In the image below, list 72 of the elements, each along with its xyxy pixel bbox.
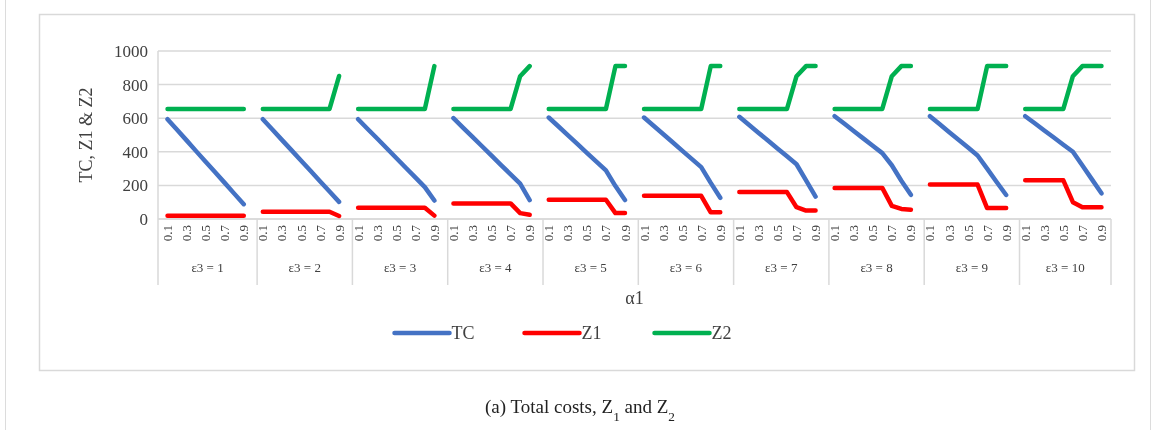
text: (a) Total costs, Z$_{1}$ and Z$_{2}$ — [485, 396, 675, 424]
x-tick-label: 0.1 — [922, 225, 938, 242]
x-tick-label: 0.3 — [1036, 225, 1052, 242]
text: ε3 = 6 — [669, 260, 703, 275]
x-tick-label: 0.9 — [998, 225, 1014, 242]
x-tick-label: 0.3 — [465, 225, 481, 242]
x-tick-label: 0.9 — [1094, 225, 1110, 242]
y-tick-label: 600 — [122, 109, 148, 129]
x-tick-label: 0.3 — [655, 225, 671, 242]
x-tick-label: 0.5 — [198, 225, 214, 242]
x-tick-label: 0.5 — [1055, 225, 1071, 242]
x-tick-label: 0.9 — [331, 225, 347, 242]
y-tick-label: 400 — [122, 142, 148, 162]
x-tick-label: 0.5 — [388, 225, 404, 242]
x-tick-label: 0.9 — [808, 225, 824, 242]
x-tick-label: 0.7 — [598, 224, 614, 242]
x-tick-label: 0.1 — [445, 225, 461, 242]
x-tick-label: 0.3 — [369, 225, 385, 242]
x-tick-label: 0.5 — [579, 225, 595, 242]
x-tick-label: 0.9 — [712, 225, 728, 242]
x-tick-label: 0.1 — [350, 225, 366, 242]
x-tick-label: 0.3 — [274, 225, 290, 242]
x-tick-label: 0.7 — [312, 224, 328, 242]
text: ε3 = 7 — [765, 260, 798, 275]
x-tick-label: 0.9 — [522, 225, 538, 242]
text: ε3 = 3 — [383, 260, 417, 275]
x-tick-label: 0.5 — [865, 225, 881, 242]
y-tick-label: 200 — [122, 176, 148, 196]
text: ε3 = 9 — [955, 260, 989, 275]
x-tick-label: 0.5 — [484, 225, 500, 242]
text: ε3 = 1 — [191, 260, 224, 275]
y-tick-label: 800 — [122, 75, 148, 95]
x-tick-label: 0.7 — [979, 224, 995, 242]
x-tick-label: 0.3 — [560, 225, 576, 242]
x-tick-label: 0.1 — [636, 225, 652, 242]
x-tick-label: 0.5 — [960, 225, 976, 242]
x-tick-label: 0.1 — [160, 225, 176, 242]
x-tick-label: 0.5 — [674, 225, 690, 242]
x-tick-label: 0.1 — [1017, 225, 1033, 242]
x-tick-label: 0.3 — [941, 225, 957, 242]
x-tick-label: 0.7 — [503, 224, 519, 242]
text: ε3 = 10 — [1045, 260, 1085, 275]
x-axis-title: α1 — [625, 288, 644, 308]
x-tick-label: 0.9 — [903, 225, 919, 242]
x-tick-label: 0.3 — [179, 225, 195, 242]
x-tick-label: 0.5 — [770, 225, 785, 242]
y-axis-title: TC, Z1 & Z2 — [76, 87, 96, 183]
x-tick-label: 0.7 — [1074, 224, 1090, 242]
x-tick-label: 0.1 — [541, 225, 557, 242]
x-tick-label: 0.7 — [789, 224, 805, 242]
y-tick-label: 1000 — [114, 41, 148, 61]
x-tick-label: 0.7 — [884, 224, 900, 242]
x-tick-label: 0.3 — [846, 225, 862, 242]
y-tick-label: 0 — [139, 209, 148, 229]
x-tick-label: 0.9 — [236, 225, 252, 242]
text: ε3 = 5 — [574, 260, 607, 275]
x-tick-label: 0.9 — [426, 225, 442, 242]
legend-label: Z2 — [711, 323, 732, 344]
x-tick-label: 0.1 — [255, 225, 271, 242]
x-tick-label: 0.1 — [827, 225, 843, 242]
x-tick-label: 0.1 — [731, 225, 747, 242]
text: ε3 = 2 — [288, 260, 321, 275]
x-tick-label: 0.7 — [693, 224, 709, 242]
x-tick-label: 0.9 — [617, 225, 633, 242]
x-tick-label: 0.5 — [293, 225, 309, 242]
legend-label: Z1 — [581, 323, 602, 344]
legend-label: TC — [451, 323, 475, 344]
text: ε3 = 8 — [860, 260, 893, 275]
x-tick-label: 0.7 — [407, 224, 423, 242]
x-tick-label: 0.7 — [217, 224, 233, 242]
x-tick-label: 0.3 — [750, 225, 766, 242]
text: ε3 = 4 — [479, 260, 512, 275]
